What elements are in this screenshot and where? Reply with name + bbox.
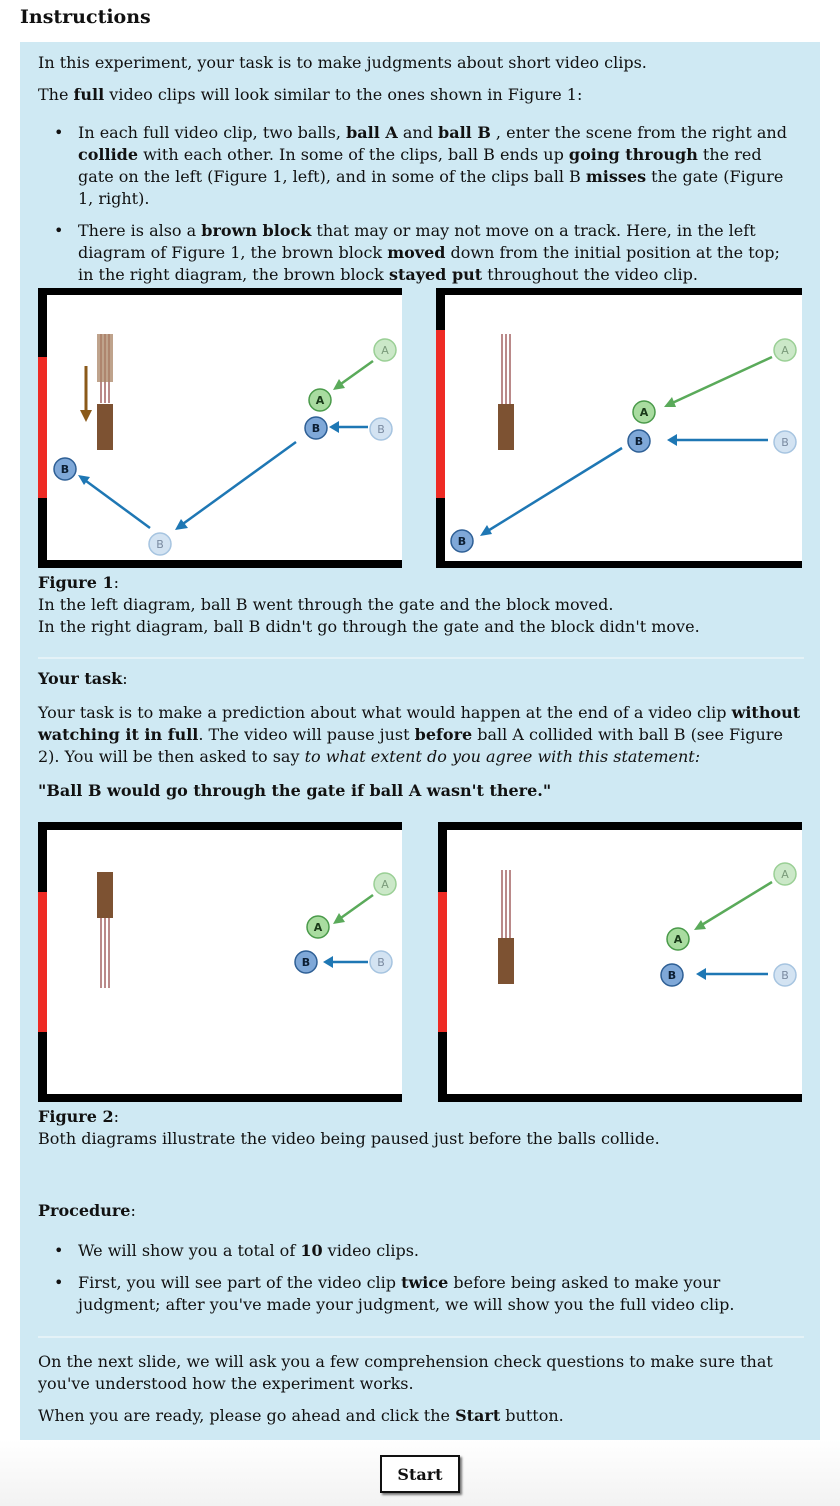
instructions-panel: In this experiment, your task is to make… bbox=[20, 42, 820, 1440]
figure2-caption: Figure 2: Both diagrams illustrate the vi… bbox=[38, 1107, 660, 1148]
ball-b: B bbox=[627, 429, 651, 453]
svg-text:B: B bbox=[302, 956, 310, 969]
ball-a: A bbox=[308, 388, 332, 412]
list-item: There is also a brown block that may or … bbox=[38, 220, 798, 286]
svg-text:B: B bbox=[156, 538, 164, 551]
block-down-arrow bbox=[80, 366, 92, 422]
block-initial-ghost bbox=[97, 334, 113, 382]
ball-a-arrow bbox=[664, 355, 773, 407]
ball-b-ghost: B bbox=[369, 417, 393, 441]
ball-b: B bbox=[660, 963, 684, 987]
ball-b: B bbox=[294, 950, 318, 974]
intro-text: In this experiment, your task is to make… bbox=[38, 53, 647, 72]
ball-a-arrow bbox=[333, 359, 374, 390]
ready-text: When you are ready, please go ahead and … bbox=[38, 1406, 564, 1425]
svg-text:B: B bbox=[458, 535, 466, 548]
ball-a-ghost: A bbox=[373, 872, 397, 896]
ball-a: A bbox=[666, 927, 690, 951]
procedure-heading: Procedure: bbox=[38, 1201, 136, 1220]
brown-block bbox=[498, 404, 514, 450]
svg-text:A: A bbox=[781, 344, 789, 357]
red-gate bbox=[38, 892, 47, 1032]
red-gate bbox=[38, 357, 47, 498]
red-gate bbox=[436, 330, 445, 498]
ball-b-path-arrow bbox=[78, 440, 297, 530]
list-item: First, you will see part of the video cl… bbox=[38, 1272, 798, 1316]
statement-text: "Ball B would go through the gate if bal… bbox=[38, 781, 552, 800]
red-gate bbox=[438, 892, 447, 1032]
ball-a: A bbox=[632, 400, 656, 424]
ball-b-final: B bbox=[53, 457, 77, 481]
procedure-list: We will show you a total of 10 video cli… bbox=[38, 1240, 798, 1316]
ball-b-ghost: B bbox=[369, 950, 393, 974]
ball-b-arrow bbox=[329, 421, 368, 433]
list-item: In each full video clip, two balls, ball… bbox=[38, 122, 798, 210]
ball-a-arrow bbox=[694, 880, 773, 930]
ball-a: A bbox=[306, 915, 330, 939]
clip-description-list: In each full video clip, two balls, ball… bbox=[38, 122, 798, 286]
figure1-right-diagram: A B A B B bbox=[436, 288, 802, 568]
svg-text:A: A bbox=[674, 933, 683, 946]
section-divider bbox=[38, 1336, 804, 1338]
svg-text:B: B bbox=[61, 463, 69, 476]
closing-text: On the next slide, we will ask you a few… bbox=[38, 1352, 773, 1393]
svg-text:A: A bbox=[381, 878, 389, 891]
svg-text:B: B bbox=[377, 956, 385, 969]
brown-block bbox=[97, 404, 113, 450]
ball-b-path-arrow bbox=[480, 446, 623, 536]
task-description: Your task is to make a prediction about … bbox=[38, 703, 801, 766]
svg-text:A: A bbox=[381, 344, 389, 357]
svg-text:B: B bbox=[668, 969, 676, 982]
ball-a-ghost: A bbox=[773, 338, 797, 362]
ball-b-final: B bbox=[450, 529, 474, 553]
figure2-right-diagram: A B A B bbox=[438, 822, 802, 1102]
start-button[interactable]: Start bbox=[380, 1455, 460, 1493]
figure1-left-diagram: A B A B B B bbox=[38, 288, 402, 568]
svg-text:A: A bbox=[640, 406, 649, 419]
svg-text:B: B bbox=[635, 435, 643, 448]
ball-b-ghost: B bbox=[773, 430, 797, 454]
section-divider bbox=[38, 657, 804, 659]
ball-b-arrow bbox=[667, 434, 768, 446]
svg-text:B: B bbox=[781, 969, 789, 982]
task-heading: Your task: bbox=[38, 669, 128, 688]
ball-b-arrow bbox=[323, 956, 368, 968]
svg-text:A: A bbox=[314, 921, 323, 934]
ball-b: B bbox=[304, 416, 328, 440]
brown-block bbox=[498, 938, 514, 984]
brown-block bbox=[97, 872, 113, 918]
ball-a-ghost: A bbox=[373, 338, 397, 362]
figure2-left-diagram: A B A B bbox=[38, 822, 402, 1102]
page-title: Instructions bbox=[20, 6, 151, 28]
ball-b-ghost-bounce: B bbox=[148, 532, 172, 556]
ball-a-ghost: A bbox=[773, 862, 797, 886]
svg-text:A: A bbox=[316, 394, 325, 407]
svg-text:B: B bbox=[312, 422, 320, 435]
ball-a-arrow bbox=[333, 893, 374, 924]
svg-text:B: B bbox=[377, 423, 385, 436]
figure1-caption: Figure 1: In the left diagram, ball B wen… bbox=[38, 573, 700, 636]
ball-b-ghost: B bbox=[773, 963, 797, 987]
full-clip-text: The full video clips will look similar t… bbox=[38, 85, 583, 104]
svg-text:A: A bbox=[781, 868, 789, 881]
ball-b-arrow bbox=[696, 968, 768, 980]
svg-text:B: B bbox=[781, 436, 789, 449]
list-item: We will show you a total of 10 video cli… bbox=[38, 1240, 798, 1262]
